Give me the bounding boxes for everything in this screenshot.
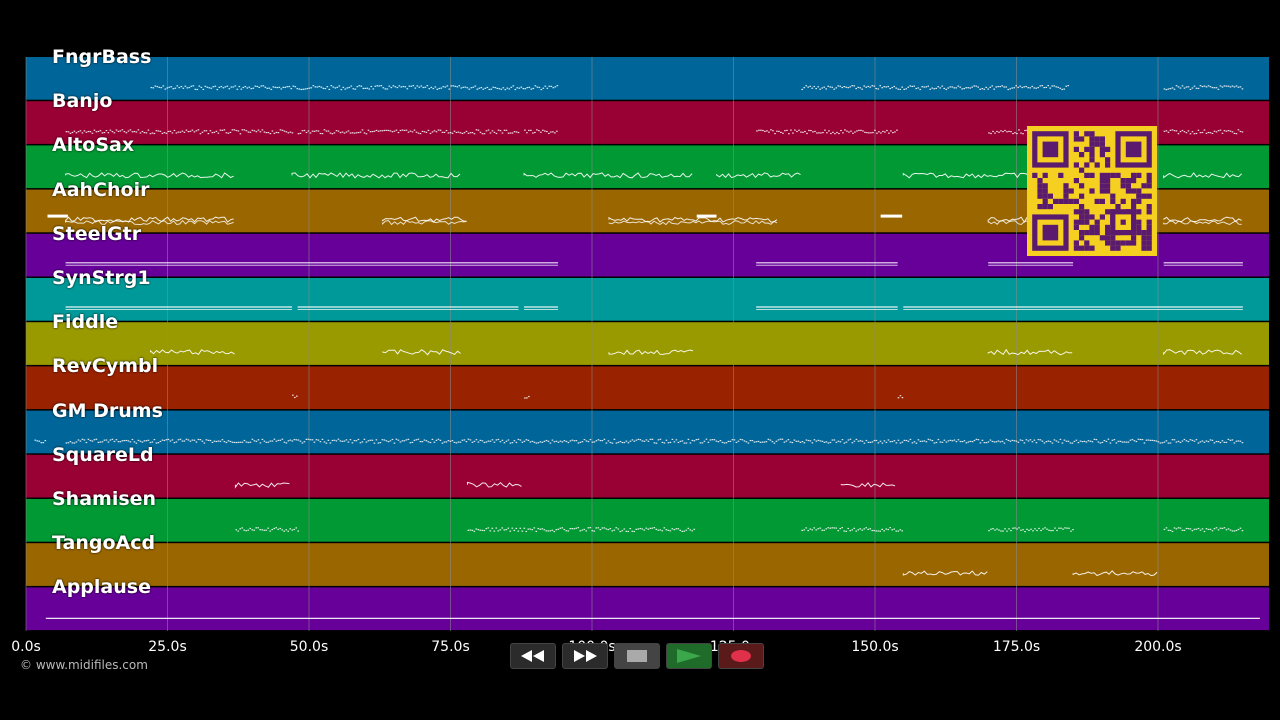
note-segment [65, 216, 234, 226]
note-segment [65, 262, 559, 266]
note-segment [988, 262, 1074, 266]
note-segment [292, 394, 298, 399]
play-button[interactable] [666, 643, 712, 669]
note-segment [756, 262, 898, 266]
active-note [696, 214, 717, 218]
note-segment [291, 172, 461, 179]
track-band [26, 454, 1269, 498]
tick-label: 0.0s [11, 639, 41, 655]
play-icon [677, 649, 701, 663]
note-segment [1163, 129, 1244, 135]
stop-button[interactable] [614, 643, 660, 669]
note-segment [903, 306, 1243, 310]
note-segment [65, 172, 234, 179]
track-label: Shamisen [52, 488, 157, 510]
transport-controls [510, 643, 764, 669]
note-segment [150, 85, 559, 91]
note-segment [65, 438, 1244, 444]
qr-code[interactable] [1027, 126, 1157, 260]
note-segment [65, 306, 293, 310]
record-icon [731, 650, 751, 662]
note-segment [382, 349, 461, 356]
fast-forward-button[interactable] [562, 643, 608, 669]
note-segment [466, 481, 522, 488]
note-segment [988, 527, 1074, 533]
stop-icon [627, 650, 647, 662]
qr-code-icon [1027, 126, 1157, 256]
track-label: AahChoir [52, 178, 150, 201]
track-band [26, 587, 1269, 631]
track-band [26, 322, 1269, 365]
note-segment [756, 129, 898, 135]
active-note [880, 214, 903, 218]
track-label: SteelGtr [52, 222, 142, 245]
note-segment [987, 348, 1073, 356]
track-band [26, 57, 1269, 100]
note-segment [234, 482, 290, 489]
track-band [26, 278, 1269, 321]
note-segment [467, 527, 696, 533]
active-note [47, 214, 68, 218]
note-segment [716, 172, 801, 179]
note-segment [297, 306, 519, 310]
note-segment [65, 129, 294, 135]
note-segment [524, 306, 559, 310]
note-segment [1163, 172, 1243, 179]
track-label: SquareLd [52, 443, 154, 466]
note-segment [524, 395, 530, 399]
track-label: Banjo [52, 90, 113, 113]
track-band [26, 543, 1269, 586]
rewind-button[interactable] [510, 643, 556, 669]
track-label: Fiddle [52, 311, 119, 334]
track-label: RevCymbl [52, 355, 159, 378]
track-label: AltoSax [52, 134, 135, 157]
note-segment [608, 349, 694, 356]
tick-label: 150.0s [851, 639, 899, 655]
note-segment [608, 216, 778, 226]
rewind-icon [521, 650, 544, 662]
note-segment [1163, 349, 1242, 356]
note-segment [523, 172, 693, 179]
note-segment [1163, 216, 1242, 226]
track-label: FngrBass [52, 46, 152, 68]
note-segment [756, 306, 898, 310]
note-segment [1163, 527, 1244, 533]
note-segment [297, 129, 520, 135]
note-segment [897, 395, 904, 399]
tick-label: 25.0s [148, 639, 187, 655]
tick-label: 200.0s [1134, 639, 1182, 655]
track-band [26, 366, 1269, 410]
note-segment [1163, 262, 1243, 266]
note-segment [235, 527, 300, 532]
tick-label: 50.0s [289, 639, 329, 655]
note-segment [902, 570, 988, 576]
note-segment [840, 481, 896, 488]
track-label: TangoAcd [52, 532, 156, 555]
note-segment [382, 216, 467, 226]
tick-label: 75.0s [431, 639, 470, 655]
track-band [26, 410, 1269, 454]
tick-label: 175.0s [992, 639, 1041, 655]
note-segment [150, 349, 235, 355]
note-segment [801, 85, 1070, 91]
note-segment [801, 527, 904, 532]
note-segment [524, 129, 558, 135]
record-button[interactable] [718, 643, 764, 669]
track-label: SynStrg1 [52, 267, 151, 289]
note-segment [1163, 85, 1244, 91]
fast-forward-icon [574, 650, 597, 662]
note-segment [34, 439, 47, 444]
track-label: Applause [52, 576, 151, 599]
track-label: GM Drums [52, 399, 163, 422]
track-band [26, 499, 1269, 542]
copyright-text: © www.midifiles.com [20, 658, 148, 672]
note-segment [1072, 570, 1158, 577]
